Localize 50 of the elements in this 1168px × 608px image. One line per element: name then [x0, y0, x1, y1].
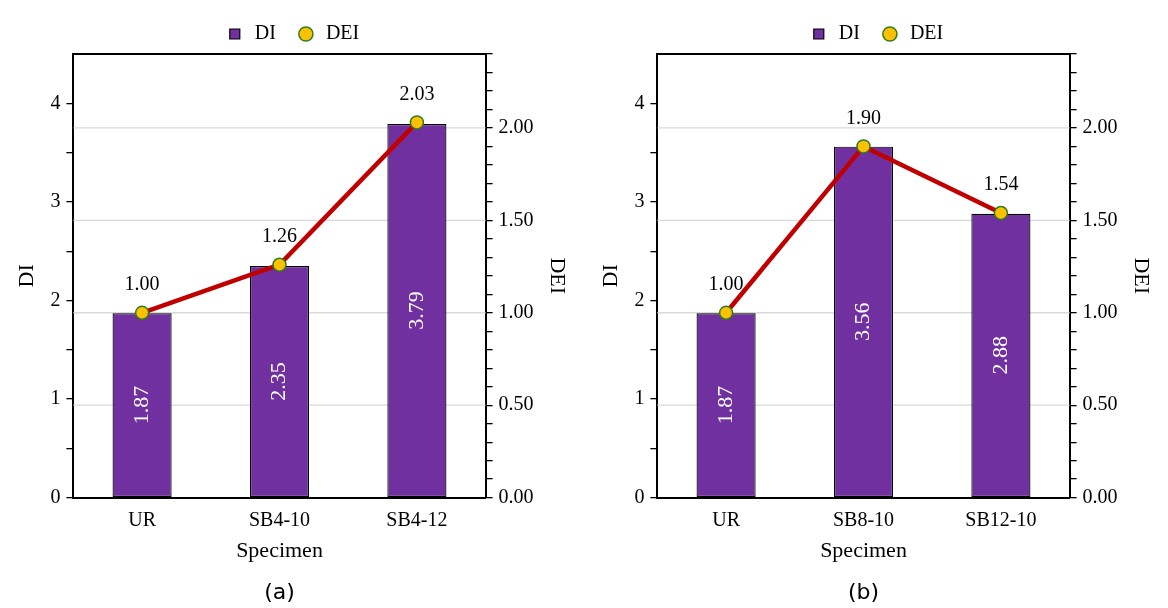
- legend-label: DEI: [909, 21, 944, 44]
- y-tick-label: 4: [634, 90, 645, 113]
- data-label: 2.88: [986, 336, 1012, 375]
- y-tick-label: 0: [634, 484, 645, 507]
- x-tick-label: SB12-10: [965, 507, 1037, 530]
- y2-tick-label: 1.50: [1082, 207, 1118, 230]
- y2-tick-label: 0.00: [1082, 484, 1118, 507]
- x-tick-label: SB4-10: [248, 507, 311, 530]
- data-label: 1.87: [127, 385, 153, 425]
- x-axis-title: Specimen: [820, 536, 907, 562]
- data-label: 1.00: [708, 272, 744, 295]
- text: (a): [264, 578, 295, 604]
- data-label: 2.35: [265, 362, 291, 401]
- data-label: 1.90: [846, 105, 881, 128]
- y2-axis-title: DEI: [1130, 257, 1156, 295]
- y-tick-label: 0: [50, 484, 61, 507]
- y2-tick-label: 0.50: [1082, 392, 1118, 415]
- data-label: 1.26: [262, 223, 297, 246]
- x-tick-label: UR: [712, 507, 741, 530]
- x-axis-title: Specimen: [236, 536, 323, 562]
- y-tick-label: 1: [634, 386, 645, 409]
- y2-tick-label: 2.00: [1082, 115, 1118, 138]
- legend-label: DI: [838, 21, 860, 44]
- y2-tick-label: 1.00: [1082, 300, 1118, 323]
- y2-tick-label: 2.00: [498, 115, 534, 138]
- y-tick-label: 2: [50, 287, 61, 310]
- legend-label: DI: [254, 21, 276, 44]
- y2-tick-label: 0.00: [498, 484, 534, 507]
- data-label: 1.54: [983, 172, 1019, 195]
- legend-label: DEI: [325, 21, 360, 44]
- x-tick-label: SB8-10: [832, 507, 895, 530]
- data-label: 3.56: [849, 302, 875, 342]
- text: (b): [847, 578, 880, 604]
- data-label: 1.87: [711, 385, 737, 425]
- y2-axis-title: DEI: [546, 257, 572, 295]
- y2-tick-label: 1.00: [498, 300, 534, 323]
- data-label: 1.00: [124, 272, 160, 295]
- x-tick-label: SB4-12: [386, 507, 448, 530]
- y-tick-label: 3: [50, 189, 61, 212]
- y2-tick-label: 1.50: [498, 207, 534, 230]
- y-tick-label: 2: [634, 287, 645, 310]
- y-tick-label: 4: [50, 90, 61, 113]
- y-axis-title: DI: [12, 264, 38, 288]
- data-label: 3.79: [402, 291, 428, 330]
- x-tick-label: UR: [128, 507, 157, 530]
- y-tick-label: 1: [50, 386, 61, 409]
- y-tick-label: 3: [634, 189, 645, 212]
- y2-tick-label: 0.50: [498, 392, 534, 415]
- data-label: 2.03: [399, 81, 435, 104]
- y-axis-title: DI: [596, 264, 622, 288]
